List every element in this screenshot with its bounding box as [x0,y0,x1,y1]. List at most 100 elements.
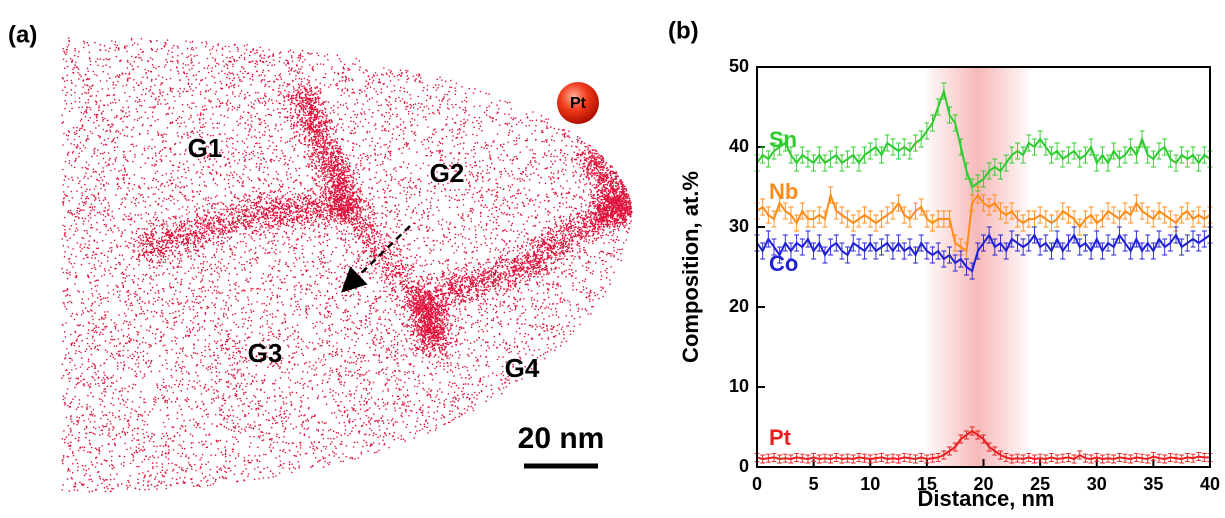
atom-point [295,75,297,77]
atom-point [80,244,82,246]
atom-point [202,267,204,269]
atom-point [298,336,300,338]
atom-point [560,345,562,347]
atom-point [275,316,277,318]
atom-point [450,354,452,356]
atom-point [349,390,351,392]
atom-point [66,369,68,371]
atom-point [510,308,512,310]
atom-point [413,76,415,78]
atom-point [98,247,100,249]
atom-point [112,397,114,399]
atom-point [107,434,109,436]
atom-point [109,129,111,131]
atom-point [465,153,467,155]
atom-point [71,421,73,423]
atom-point [183,244,185,246]
atom-point [210,118,212,120]
atom-point [331,227,333,229]
atom-point [73,234,75,236]
atom-point [137,352,139,354]
atom-point [247,177,249,179]
atom-point [188,271,190,273]
atom-point [258,157,260,159]
atom-point [318,429,320,431]
atom-point [241,428,243,430]
atom-point [125,401,127,403]
atom-point [232,147,234,149]
atom-point [376,301,378,303]
atom-point [258,188,260,190]
atom-point [245,318,247,320]
atom-point [68,352,70,354]
atom-point [138,332,140,334]
atom-point [331,107,333,109]
atom-point [404,440,406,442]
atom-point [283,155,285,157]
atom-point [96,254,98,256]
atom-point [81,197,83,199]
atom-point [433,249,435,251]
atom-point [479,166,481,168]
atom-point [386,296,388,298]
atom-point [180,281,182,283]
atom-point [80,366,82,368]
atom-point [71,477,73,479]
atom-point [478,305,480,307]
atom-point [145,111,147,113]
atom-point [285,329,287,331]
atom-point [165,156,167,158]
atom-point [115,389,117,391]
atom-point [352,265,354,267]
atom-point [113,289,115,291]
atom-point [253,208,255,210]
atom-point [199,459,201,461]
atom-point [145,456,147,458]
atom-point [431,277,433,279]
atom-point [422,428,424,430]
atom-point [560,215,562,217]
atom-point [502,146,504,148]
atom-point [68,443,70,445]
atom-point [210,264,212,266]
atom-point [297,57,299,59]
atom-point [64,179,66,181]
atom-point [234,61,236,63]
atom-point [459,199,461,201]
atom-point [233,422,235,424]
atom-point [279,279,281,281]
atom-point [290,177,292,179]
atom-point [509,208,511,210]
atom-point [314,283,316,285]
atom-point [140,214,142,216]
atom-point [491,243,493,245]
atom-point [429,361,431,363]
atom-point [424,426,426,428]
atom-point [102,88,104,90]
atom-point [88,92,90,94]
atom-point [519,151,521,153]
atom-point [249,436,251,438]
atom-point [241,383,243,385]
atom-point [569,265,571,267]
atom-point [398,399,400,401]
atom-point [380,342,382,344]
atom-point [91,203,93,205]
atom-point [269,135,271,137]
atom-point [390,228,392,230]
atom-point [134,221,136,223]
atom-point [528,125,530,127]
atom-point [428,412,430,414]
atom-point [590,256,592,258]
atom-point [330,443,332,445]
atom-point [203,286,205,288]
atom-point [293,132,295,134]
atom-point [420,188,422,190]
atom-point [172,47,174,49]
atom-point [462,366,464,368]
atom-point [150,225,152,227]
atom-point [388,347,390,349]
atom-point [208,90,210,92]
atom-point [166,221,168,223]
atom-point [107,386,109,388]
